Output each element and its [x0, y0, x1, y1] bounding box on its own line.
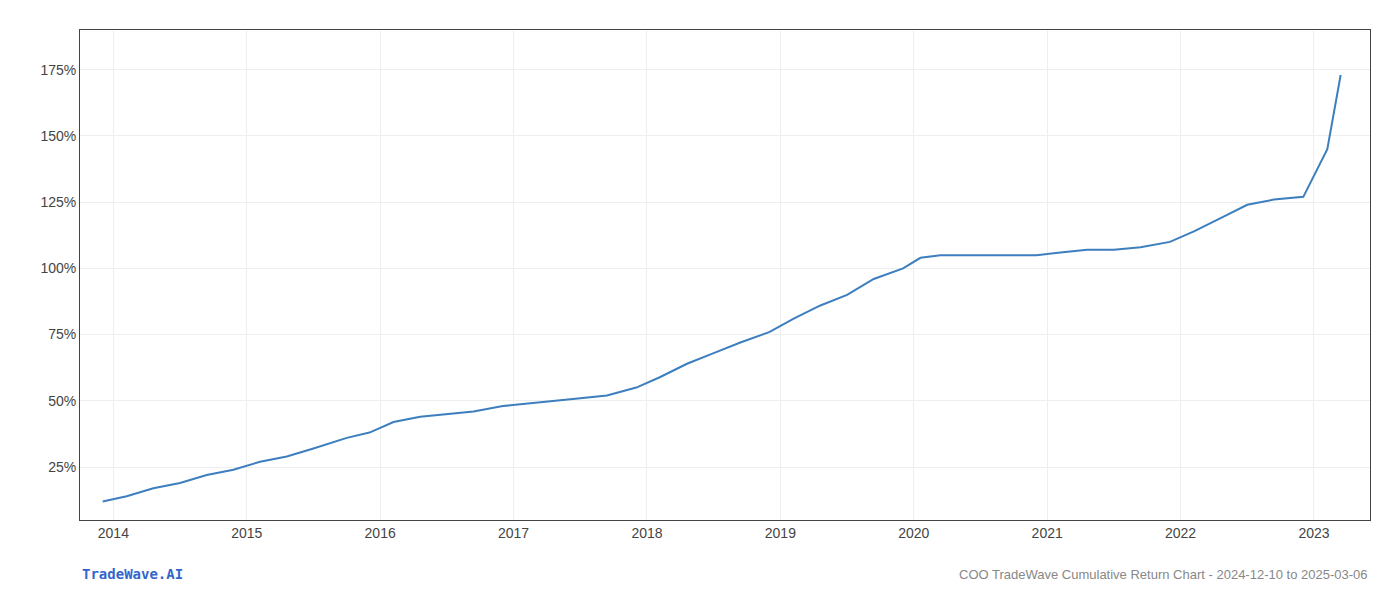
svg-text:2017: 2017	[498, 525, 529, 541]
svg-text:2016: 2016	[365, 525, 396, 541]
svg-text:2014: 2014	[98, 525, 129, 541]
svg-text:125%: 125%	[40, 194, 76, 210]
svg-text:150%: 150%	[40, 128, 76, 144]
svg-text:2015: 2015	[231, 525, 262, 541]
svg-text:25%: 25%	[48, 459, 76, 475]
svg-text:TradeWave.AI: TradeWave.AI	[82, 566, 183, 582]
svg-text:175%: 175%	[40, 62, 76, 78]
svg-text:2023: 2023	[1298, 525, 1329, 541]
svg-text:75%: 75%	[48, 326, 76, 342]
svg-text:2018: 2018	[631, 525, 662, 541]
svg-text:2019: 2019	[765, 525, 796, 541]
svg-text:COO TradeWave Cumulative Retur: COO TradeWave Cumulative Return Chart - …	[959, 567, 1368, 582]
svg-text:50%: 50%	[48, 393, 76, 409]
svg-text:2020: 2020	[898, 525, 929, 541]
svg-text:2021: 2021	[1032, 525, 1063, 541]
svg-text:2022: 2022	[1165, 525, 1196, 541]
svg-text:100%: 100%	[40, 260, 76, 276]
